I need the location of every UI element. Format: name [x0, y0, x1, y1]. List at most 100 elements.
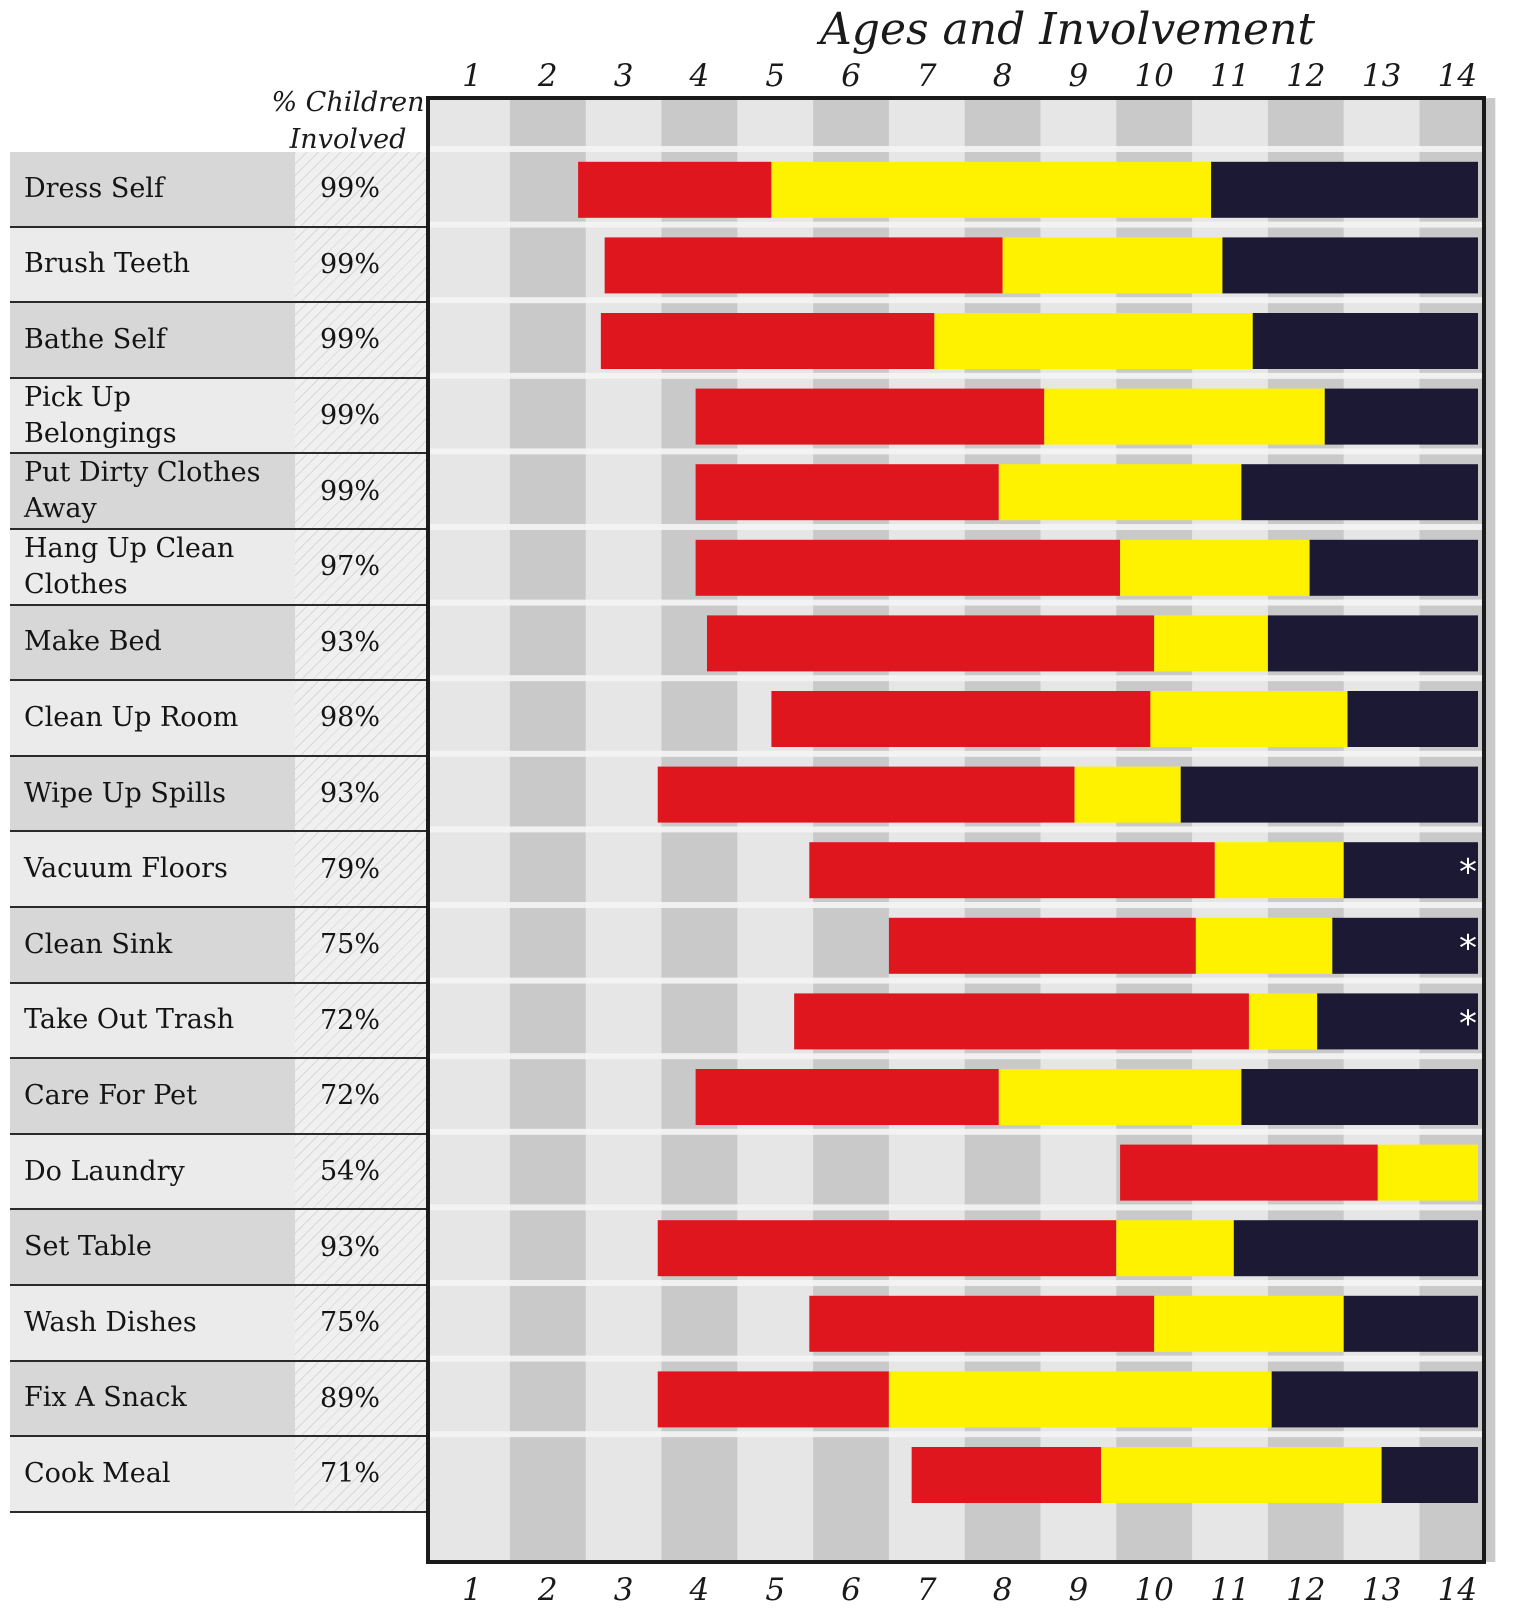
- bar-dark: [1347, 691, 1478, 747]
- task-percent: 97%: [319, 551, 380, 583]
- x-tick-label-top: 1: [462, 58, 482, 94]
- row-separator: [10, 225, 430, 228]
- bar-red: [1120, 1144, 1378, 1201]
- percent-cell: [295, 681, 428, 755]
- row-separator: [10, 754, 430, 757]
- task-label: Wash Dishes: [24, 1306, 197, 1338]
- row-separator: [10, 1435, 430, 1438]
- row-separator: [10, 301, 430, 304]
- bar-yellow: [1195, 917, 1333, 974]
- bar-red: [578, 161, 772, 218]
- x-tick-label-top: 7: [916, 58, 937, 94]
- bar-yellow: [1150, 691, 1348, 747]
- row-gap: [428, 675, 1484, 682]
- row-gap: [428, 902, 1484, 908]
- task-label: Put Dirty Clothes Away: [24, 457, 261, 525]
- row-separator: [10, 528, 430, 530]
- x-tick-label-bottom: 4: [689, 1572, 710, 1608]
- task-label: Take Out Trash: [24, 1004, 235, 1036]
- bar-dark: [1332, 917, 1478, 974]
- task-percent: 99%: [319, 475, 380, 507]
- percent-cell: [295, 1286, 428, 1360]
- task-percent: 93%: [319, 1231, 380, 1263]
- x-tick-label-top: 11: [1210, 58, 1250, 94]
- row-separator: [10, 981, 430, 984]
- x-tick-label-bottom: 12: [1286, 1572, 1326, 1608]
- percent-cell: [295, 832, 428, 906]
- task-label: Care For Pet: [24, 1079, 198, 1111]
- bar-yellow: [1214, 842, 1344, 899]
- x-tick-label-bottom: 13: [1361, 1572, 1402, 1608]
- task-percent: 75%: [319, 1307, 380, 1339]
- row-separator: [10, 1510, 430, 1513]
- bar-red: [695, 539, 1121, 596]
- percent-cell: [295, 454, 428, 528]
- bar-red: [809, 842, 1215, 899]
- x-tick-label-top: 9: [1068, 58, 1089, 94]
- task-percent: 93%: [319, 778, 380, 810]
- task-percent: 99%: [319, 173, 380, 205]
- row-separator: [10, 679, 430, 682]
- task-percent: 98%: [319, 702, 380, 734]
- percent-cell: [295, 1361, 428, 1436]
- bar-red: [794, 993, 1249, 1050]
- task-label: Fix A Snack: [24, 1382, 187, 1414]
- bar-dark: [1343, 842, 1478, 899]
- chart-title: Ages and Involvement: [820, 4, 1316, 55]
- task-label: Do Laundry: [24, 1155, 185, 1187]
- task-label: Set Table: [24, 1231, 152, 1263]
- bar-dark: [1271, 1371, 1478, 1428]
- bar-red: [657, 1220, 1117, 1277]
- bar-red: [657, 766, 1075, 823]
- row-gap: [428, 1128, 1484, 1135]
- x-tick-label-top: 13: [1361, 58, 1402, 94]
- percent-cell: [295, 1059, 428, 1133]
- x-tick-label-bottom: 14: [1437, 1572, 1478, 1608]
- percent-cell: [295, 227, 428, 302]
- percent-cell: [295, 681, 428, 755]
- row-separator: [10, 1208, 430, 1211]
- bar-dark: [1241, 1069, 1478, 1125]
- x-tick-label-bottom: 8: [992, 1572, 1013, 1608]
- percent-cell: [295, 908, 428, 982]
- task-label: Pick Up Belongings: [24, 381, 177, 449]
- percent-cell: [295, 227, 428, 302]
- x-tick-label-top: 10: [1134, 58, 1174, 94]
- row-separator: [10, 830, 430, 833]
- x-tick-label-bottom: 5: [765, 1572, 786, 1608]
- bar-yellow: [1002, 237, 1223, 294]
- percent-cell: [295, 1210, 428, 1284]
- row-gap: [428, 1204, 1484, 1211]
- bar-dark: [1381, 1447, 1478, 1503]
- task-percent: 89%: [319, 1382, 380, 1414]
- bar-yellow: [1044, 388, 1325, 445]
- row-gap: [428, 1355, 1484, 1362]
- bar-yellow: [998, 1069, 1242, 1125]
- row-gap: [428, 372, 1484, 379]
- x-tick-label-top: 8: [992, 58, 1013, 94]
- percent-cell: [295, 454, 428, 528]
- percent-cell: [295, 530, 428, 604]
- x-tick-label-top: 3: [613, 58, 634, 94]
- bar-yellow: [1101, 1447, 1382, 1503]
- percent-cell: [295, 908, 428, 982]
- x-tick-label-bottom: 7: [916, 1572, 937, 1608]
- x-tick-label-top: 2: [537, 58, 558, 94]
- x-tick-label-bottom: 1: [462, 1572, 482, 1608]
- percent-cell: [295, 1437, 428, 1511]
- bar-dark: [1267, 615, 1478, 672]
- row-separator: [10, 1057, 430, 1060]
- row-gap: [428, 1053, 1484, 1060]
- percent-column-header: % Children Involved: [271, 87, 425, 155]
- bar-dark: [1180, 766, 1478, 823]
- x-tick-label-top: 6: [841, 58, 861, 94]
- row-gap: [428, 221, 1484, 228]
- bar-dark: [1309, 539, 1478, 596]
- row-separator: [10, 376, 430, 379]
- percent-cell: [295, 983, 428, 1058]
- row-separator: [10, 1359, 430, 1362]
- task-percent: 99%: [319, 324, 380, 356]
- row-gap: [428, 599, 1484, 606]
- percent-cell: [295, 303, 428, 377]
- row-gap: [428, 297, 1484, 304]
